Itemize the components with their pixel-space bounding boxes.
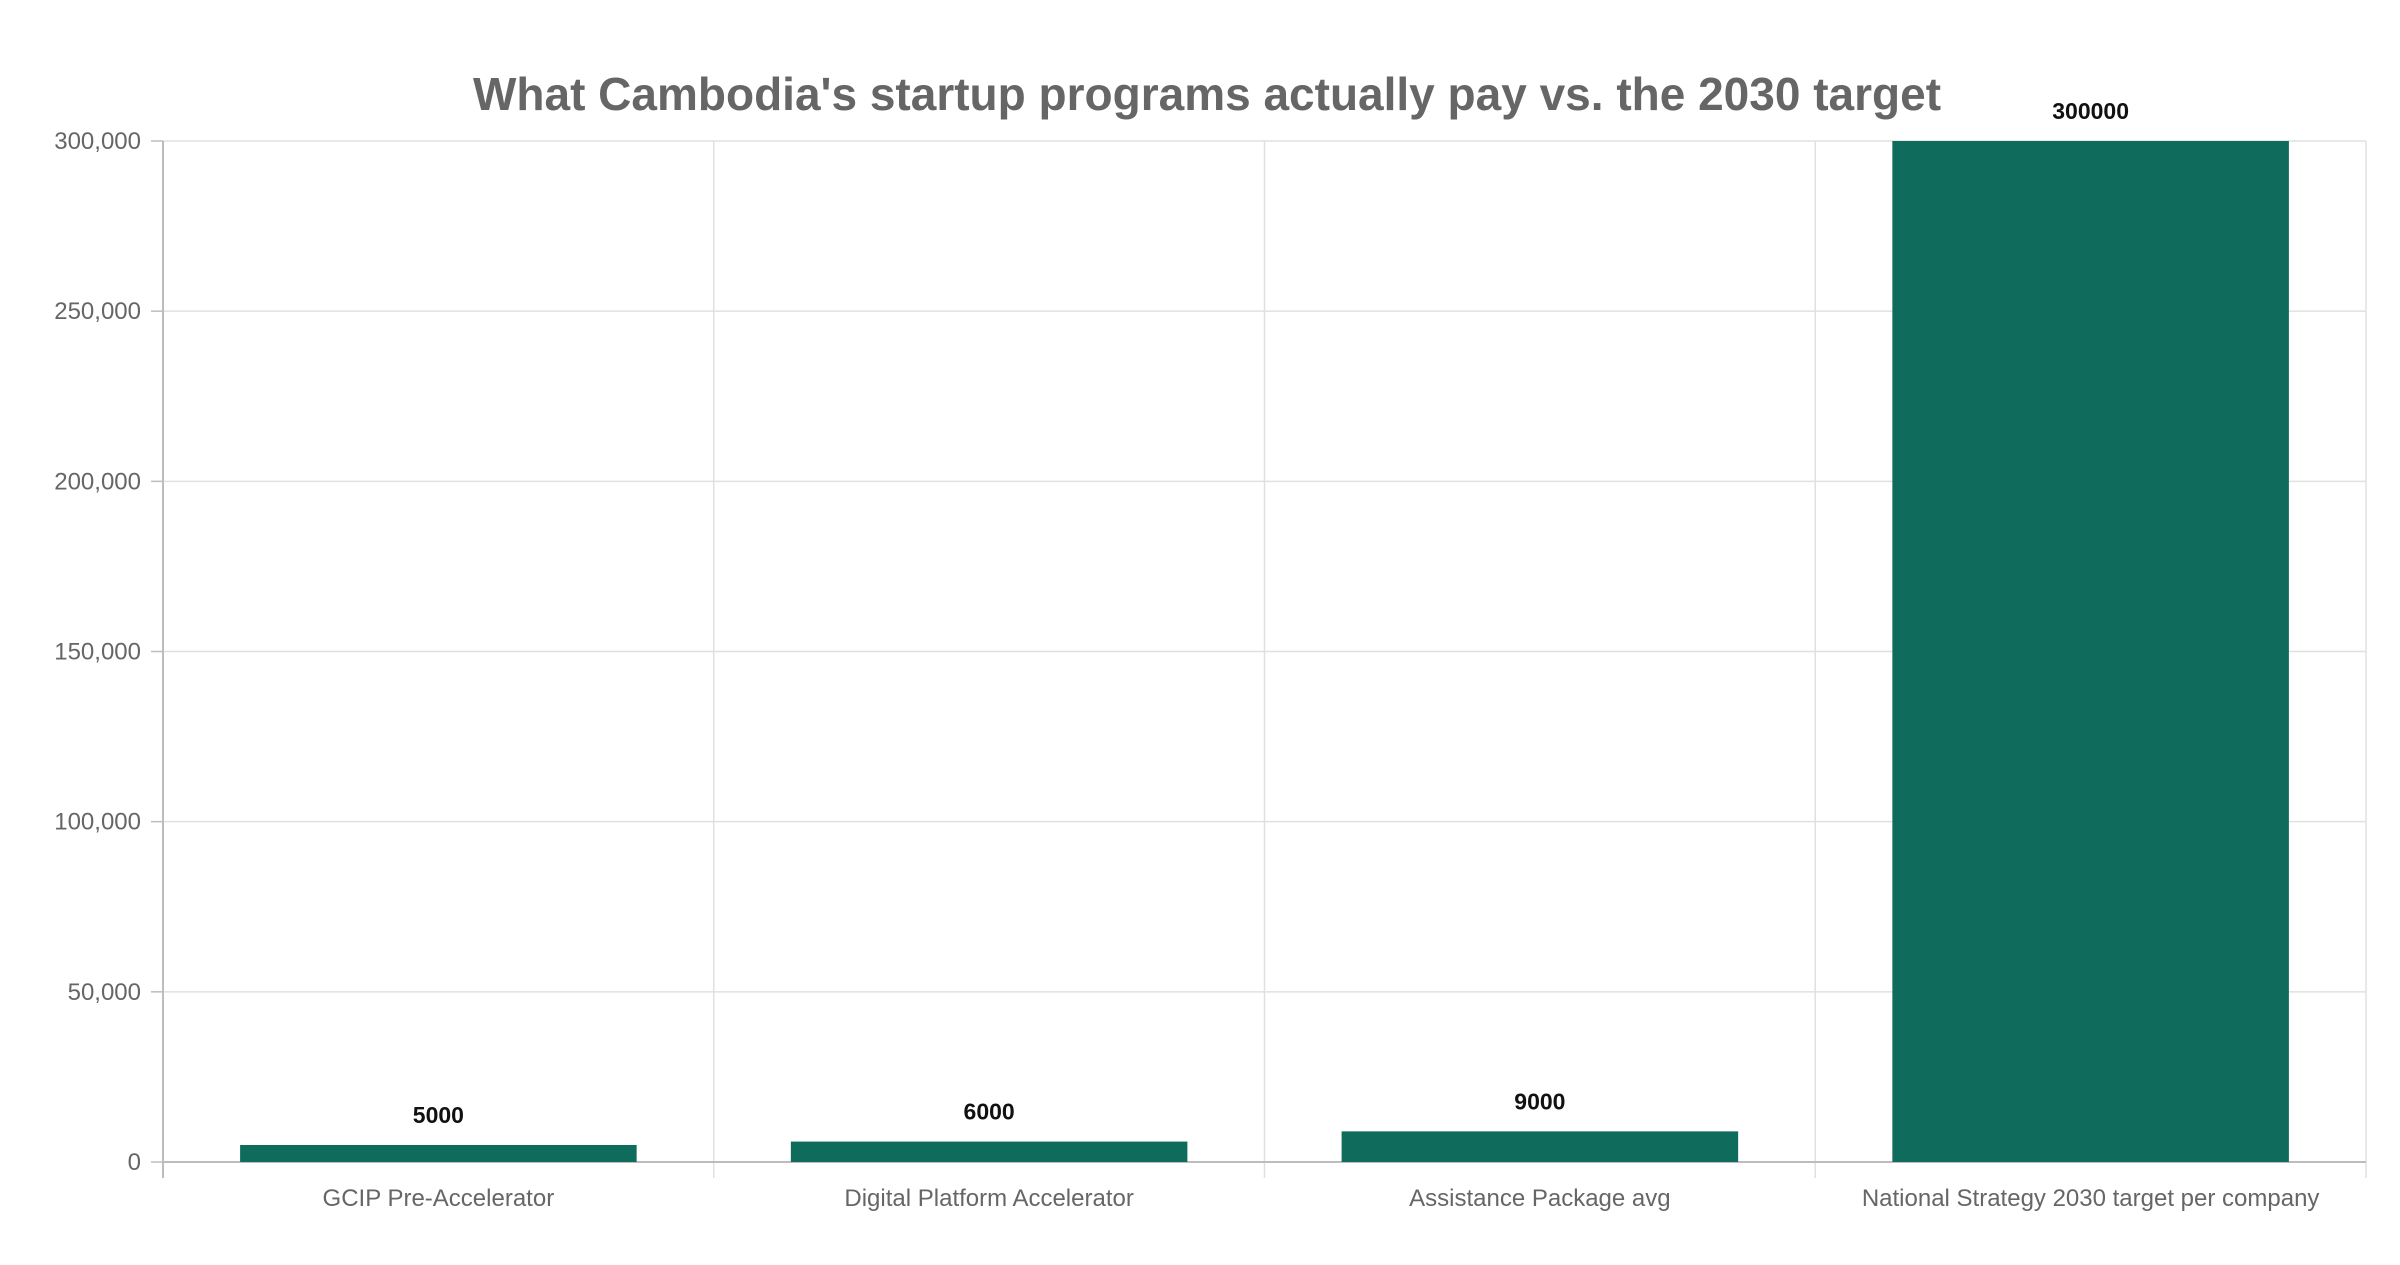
bar-value-label: 9000	[1514, 1088, 1565, 1114]
y-tick-label: 150,000	[54, 639, 141, 666]
y-tick-label: 100,000	[54, 809, 141, 836]
bars-layer	[240, 141, 2289, 1162]
x-category-label: National Strategy 2030 target per compan…	[1862, 1185, 2320, 1212]
y-tick-label: 200,000	[54, 468, 141, 495]
y-tick-label: 300,000	[54, 128, 141, 155]
bar-value-label: 6000	[964, 1099, 1015, 1125]
y-tick-label: 250,000	[54, 298, 141, 325]
y-tick-label: 50,000	[68, 979, 141, 1006]
bar-value-label: 300000	[2052, 98, 2129, 124]
labels-layer: 0 50,000 100,000 150,000 200,000 250,000 300,0…	[54, 98, 2319, 1212]
bar	[1892, 141, 2289, 1162]
bar-value-label: 5000	[413, 1102, 464, 1128]
chart-title: What Cambodia's startup programs actuall…	[473, 68, 1941, 120]
y-tick-label: 0	[128, 1149, 141, 1176]
x-category-label: Assistance Package avg	[1409, 1185, 1670, 1212]
bar	[240, 1144, 637, 1162]
grid-layer	[163, 140, 2367, 1178]
bar	[790, 1141, 1188, 1162]
x-category-label: Digital Platform Accelerator	[844, 1185, 1133, 1212]
bar	[1341, 1131, 1739, 1162]
x-category-label: GCIP Pre-Accelerator	[323, 1185, 555, 1212]
